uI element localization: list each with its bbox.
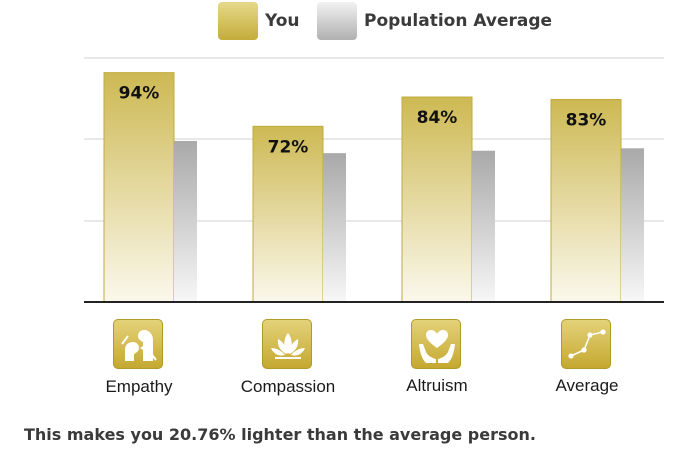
bar-population-empathy bbox=[174, 140, 197, 302]
category-label-compassion: Compassion bbox=[240, 377, 336, 396]
faces-icon bbox=[121, 330, 157, 361]
bar-chart: 94% 72% 84% 83% bbox=[84, 57, 664, 303]
line-graph-icon bbox=[568, 329, 606, 359]
category-label-empathy: Empathy bbox=[105, 377, 173, 396]
icon-box-compassion bbox=[262, 319, 312, 369]
legend-swatch-population bbox=[317, 2, 357, 40]
legend-swatch-you bbox=[218, 2, 258, 40]
value-label-compassion: 72% bbox=[268, 137, 309, 157]
value-label-empathy: 94% bbox=[119, 84, 160, 104]
value-label-altruism: 84% bbox=[417, 108, 458, 128]
heart-hands-icon bbox=[419, 330, 455, 363]
icon-box-empathy bbox=[113, 319, 163, 369]
icon-box-altruism bbox=[411, 319, 461, 369]
bar-you-compassion bbox=[252, 125, 324, 303]
bar-population-average bbox=[621, 148, 644, 302]
legend-label-population: Population Average bbox=[364, 11, 553, 31]
bar-you-altruism bbox=[401, 96, 473, 303]
bar-you-empathy bbox=[103, 72, 175, 303]
lotus-icon bbox=[271, 333, 305, 359]
icon-box-average bbox=[561, 319, 611, 369]
value-label-average: 83% bbox=[566, 110, 607, 130]
bar-population-altruism bbox=[472, 150, 495, 302]
result-summary: This makes you 20.76% lighter than the a… bbox=[24, 425, 536, 444]
legend-item-population: Population Average bbox=[317, 2, 552, 40]
legend-item-you: You bbox=[218, 2, 300, 40]
category-label-average: Average bbox=[555, 376, 619, 395]
bar-population-compassion bbox=[323, 153, 346, 302]
legend-label-you: You bbox=[265, 11, 300, 31]
category-label-altruism: Altruism bbox=[406, 376, 468, 395]
legend: You Population Average bbox=[0, 0, 690, 46]
